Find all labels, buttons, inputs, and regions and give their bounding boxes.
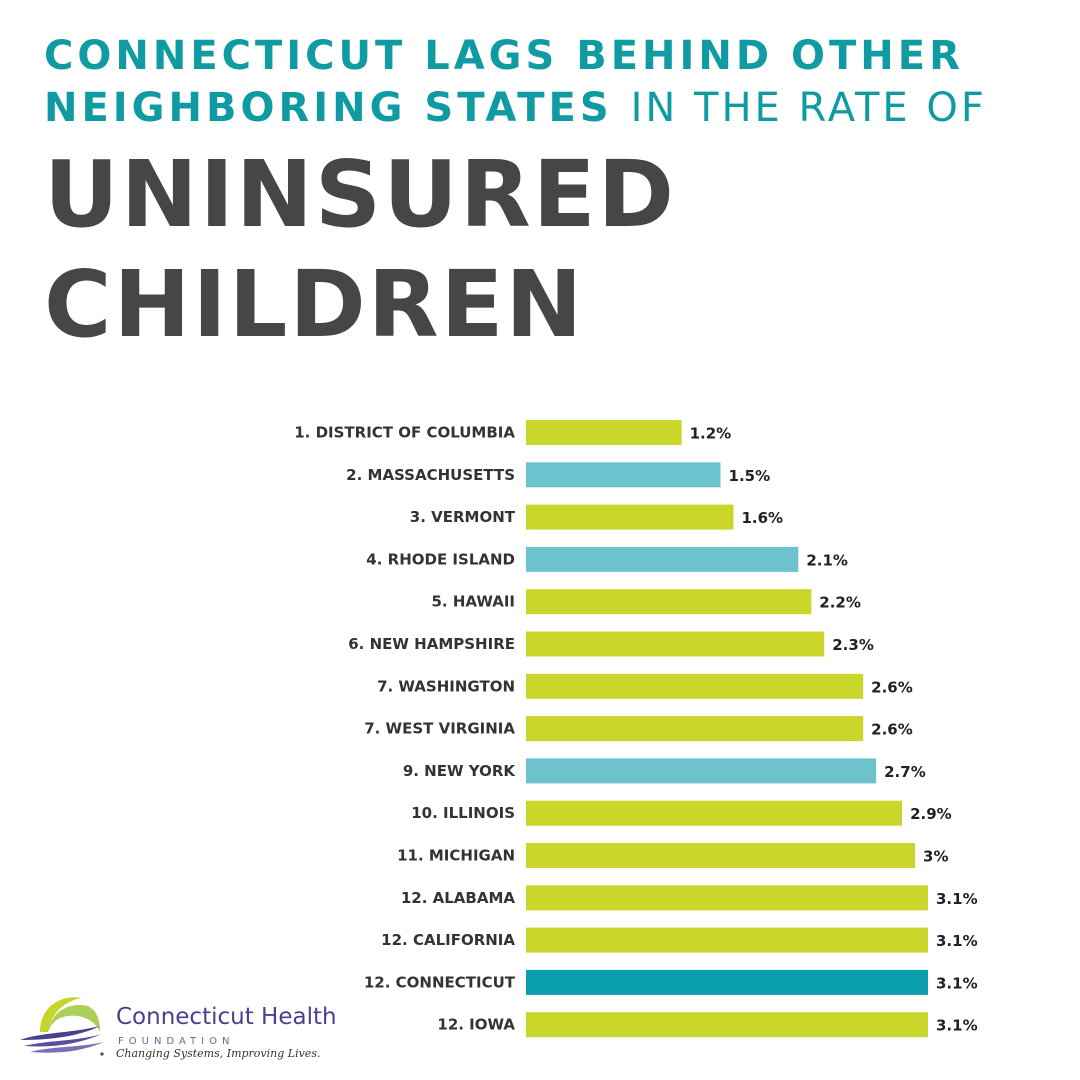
bar	[526, 546, 799, 572]
category-label: 7. WASHINGTON	[377, 677, 515, 695]
value-label: 3%	[923, 848, 948, 866]
headline-line-2-bold: NEIGHBORING STATES	[44, 85, 613, 131]
bar	[526, 1012, 928, 1038]
category-label: 12. CALIFORNIA	[381, 931, 515, 949]
bar	[526, 589, 812, 615]
bar	[526, 631, 825, 657]
value-label: 2.6%	[871, 721, 913, 739]
bar	[526, 843, 916, 868]
headline-big-2: CHILDREN	[44, 251, 585, 358]
value-label: 2.3%	[832, 636, 874, 654]
category-label: 2. MASSACHUSETTS	[346, 466, 515, 484]
category-label: 3. VERMONT	[410, 508, 516, 526]
category-label: 6. NEW HAMPSHIRE	[348, 635, 515, 653]
bar	[526, 716, 864, 742]
logo-subtitle: FOUNDATION	[118, 1036, 235, 1047]
value-label: 2.2%	[819, 594, 861, 612]
bar	[526, 420, 682, 445]
bar	[526, 504, 734, 530]
value-label: 3.1%	[936, 974, 978, 992]
value-label: 3.1%	[936, 890, 978, 908]
bar	[526, 758, 877, 784]
headline-line-2: NEIGHBORING STATES IN THE RATE OF	[44, 82, 1044, 134]
category-label: 12. ALABAMA	[401, 889, 516, 907]
value-label: 2.7%	[884, 763, 926, 781]
value-label: 1.2%	[690, 425, 732, 443]
logo-swoosh-icon	[20, 997, 104, 1056]
category-label: 10. ILLINOIS	[411, 804, 515, 822]
bar	[526, 800, 903, 826]
category-label: 1. DISTRICT OF COLUMBIA	[294, 424, 515, 442]
value-label: 2.9%	[910, 805, 952, 823]
value-label: 1.5%	[729, 467, 771, 485]
headline-line-1: CONNECTICUT LAGS BEHIND OTHER	[44, 30, 1044, 82]
headline-big-1: UNINSURED	[44, 141, 676, 248]
bar	[526, 885, 928, 911]
value-label: 2.1%	[806, 551, 848, 569]
foundation-logo: Connecticut Health FOUNDATION Changing S…	[18, 986, 348, 1066]
bar	[526, 927, 928, 953]
value-label: 1.6%	[741, 509, 783, 527]
category-label: 12. CONNECTICUT	[364, 973, 516, 991]
category-label: 12. IOWA	[437, 1016, 515, 1034]
logo-name: Connecticut Health	[116, 1004, 337, 1030]
bar	[526, 462, 721, 488]
headline-line-2-light: IN THE RATE OF	[630, 85, 987, 131]
logo-tagline: Changing Systems, Improving Lives.	[116, 1047, 321, 1060]
category-label: 9. NEW YORK	[403, 762, 517, 780]
value-label: 3.1%	[936, 1017, 978, 1035]
category-label: 11. MICHIGAN	[397, 847, 515, 865]
value-label: 2.6%	[871, 678, 913, 696]
value-label: 3.1%	[936, 932, 978, 950]
category-label: 4. RHODE ISLAND	[366, 550, 515, 568]
headline: CONNECTICUT LAGS BEHIND OTHER NEIGHBORIN…	[44, 30, 1044, 360]
bar	[526, 673, 864, 699]
bar	[526, 969, 928, 995]
headline-line-1-text: CONNECTICUT LAGS BEHIND OTHER	[44, 33, 964, 79]
category-label: 7. WEST VIRGINIA	[364, 720, 515, 738]
category-label: 5. HAWAII	[432, 593, 516, 611]
bar-chart: 1. DISTRICT OF COLUMBIA 1.2% 2. MASSACHUSE…	[294, 420, 978, 1038]
